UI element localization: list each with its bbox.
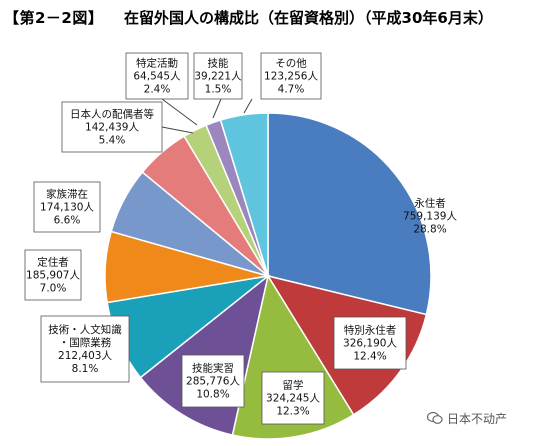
slice-count: 759,139人: [403, 211, 457, 223]
label-box: [40, 315, 130, 383]
label-box: [333, 316, 407, 370]
slice-count: 123,256人: [264, 71, 318, 83]
slice-count: 142,439人: [85, 122, 139, 134]
chart-header: 【第2－2図】 在留外国人の構成比（在留資格別）（平成30年6月末）: [4, 5, 530, 31]
wechat-icon: [427, 411, 443, 424]
slice-name: 日本人の配偶者等: [70, 108, 154, 121]
slice-percent: 10.8%: [196, 389, 229, 401]
slice-count: 185,907人: [26, 270, 80, 282]
slice-name: ・国際業務: [59, 336, 112, 349]
slice-percent: 6.6%: [54, 215, 81, 227]
slice-count: 39,221人: [194, 71, 242, 83]
label-box: [24, 249, 82, 301]
figure-id: 【第2－2図】: [4, 9, 104, 27]
slice-name: 永住者: [414, 197, 446, 210]
slice-name: 技能: [208, 57, 229, 70]
watermark-text: 日本不动产: [447, 412, 508, 426]
label-box: [261, 371, 325, 425]
pie-slice: [267, 112, 432, 316]
slice-name: 留学: [283, 379, 304, 392]
slice-percent: 1.5%: [205, 84, 232, 96]
slice-name: その他: [275, 57, 307, 70]
slice-count: 326,190人: [343, 338, 397, 350]
slice-name: 技能実習: [192, 362, 234, 375]
slice-count: 64,545人: [133, 71, 181, 83]
label-box: [33, 181, 101, 233]
slice-percent: 8.1%: [72, 363, 99, 375]
leader-line: [212, 98, 222, 119]
label-box: [260, 52, 322, 100]
slice-name: 家族滞在: [46, 188, 88, 201]
slice-count: 285,776人: [186, 376, 240, 388]
slice-percent: 7.0%: [40, 283, 67, 295]
pie-slice: [219, 112, 269, 277]
slice-percent: 5.4%: [99, 135, 126, 147]
label-box: [193, 52, 243, 100]
slice-percent: 2.4%: [144, 84, 171, 96]
leader-line: [161, 98, 198, 126]
chart-title: 在留外国人の構成比（在留資格別）（平成30年6月末）: [124, 9, 493, 27]
slice-name: 特定活動: [136, 57, 178, 70]
slice-percent: 12.4%: [353, 351, 386, 363]
slice-count: 174,130人: [40, 202, 94, 214]
label-box: [125, 52, 189, 100]
slice-count: 212,403人: [58, 350, 112, 362]
leader-line: [243, 98, 253, 114]
slice-name: 定住者: [37, 256, 69, 269]
slice-name: 特別永住者: [344, 324, 397, 337]
label-box: [61, 101, 163, 153]
slice-percent: 12.3%: [276, 406, 309, 418]
leader-line: [161, 126, 194, 134]
slice-name: 技術・人文知識: [48, 323, 122, 336]
slice-count: 324,245人: [266, 393, 320, 405]
watermark: 日本不动产: [427, 410, 507, 427]
slice-percent: 4.7%: [278, 84, 305, 96]
label-box: [181, 354, 245, 408]
slice-percent: 28.8%: [413, 224, 446, 236]
